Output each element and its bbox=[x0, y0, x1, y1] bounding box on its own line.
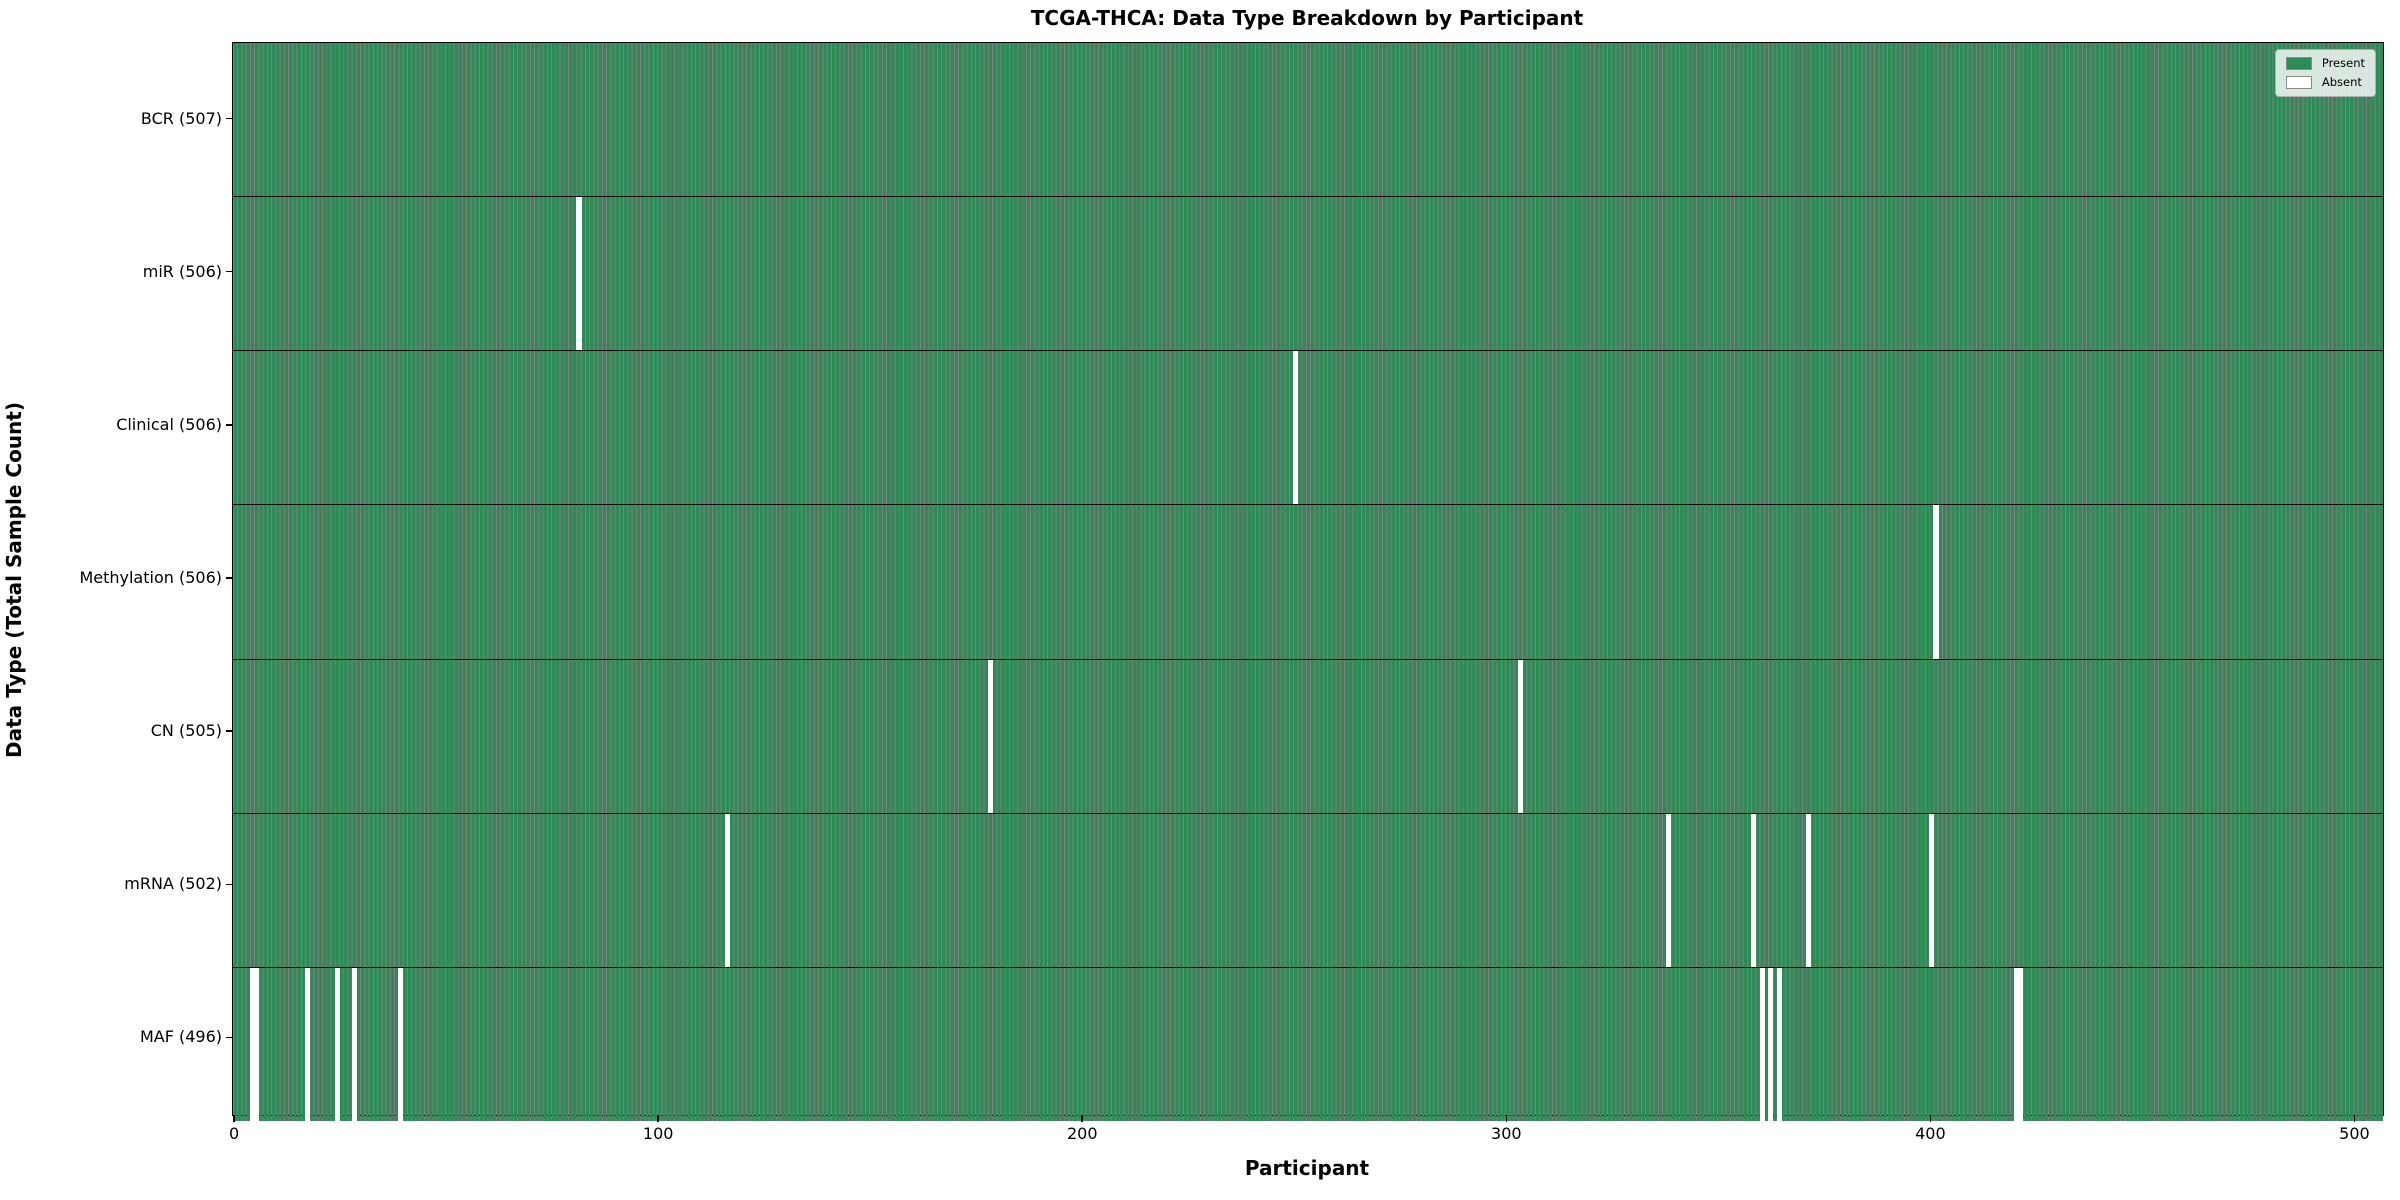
absent-gap-mrna-371 bbox=[1806, 813, 1812, 967]
ytick-label-methylation: Methylation (506) bbox=[79, 568, 222, 587]
xtick-mark-100 bbox=[657, 1115, 659, 1122]
ytick-label-cn: CN (505) bbox=[150, 721, 222, 741]
xtick-mark-300 bbox=[1505, 1115, 1508, 1122]
legend-label-present: Present bbox=[2321, 56, 2365, 70]
ytick-mark-bcr bbox=[226, 117, 232, 120]
absent-gap-cn-178 bbox=[987, 659, 993, 813]
absent-gap-maf-362 bbox=[1768, 967, 1774, 1121]
plot-area: Present Absent bbox=[232, 42, 2384, 1121]
absent-gap-maf-5 bbox=[254, 967, 260, 1121]
xtick-label-500: 500 bbox=[2339, 1124, 2370, 1143]
row-mir bbox=[233, 196, 2383, 351]
xtick-label-100: 100 bbox=[642, 1124, 674, 1143]
row-clinical bbox=[233, 350, 2383, 505]
absent-gap-maf-39 bbox=[398, 967, 404, 1121]
chart-title: TCGA-THCA: Data Type Breakdown by Partic… bbox=[1030, 6, 1584, 30]
legend: Present Absent bbox=[2274, 49, 2376, 97]
absent-gap-mrna-358 bbox=[1751, 813, 1757, 967]
xtick-label-400: 400 bbox=[1915, 1124, 1946, 1143]
xtick-mark-0 bbox=[233, 1115, 235, 1122]
ytick-label-maf: MAF (496) bbox=[139, 1027, 222, 1047]
ytick-label-mrna: mRNA (502) bbox=[124, 874, 222, 894]
ytick-label-mir: miR (506) bbox=[142, 261, 222, 281]
absent-gap-maf-24 bbox=[334, 967, 340, 1121]
xtick-mark-500 bbox=[2353, 1115, 2356, 1122]
legend-item-present: Present bbox=[2285, 56, 2365, 70]
absent-gap-methylation-401 bbox=[1933, 505, 1939, 659]
ytick-mark-maf bbox=[226, 1036, 232, 1039]
ytick-mark-cn bbox=[226, 730, 232, 732]
absent-gap-mrna-116 bbox=[724, 813, 730, 967]
absent-gap-maf-4 bbox=[249, 967, 255, 1121]
ytick-mark-clinical bbox=[226, 424, 232, 426]
row-bcr bbox=[233, 43, 2383, 197]
absent-gap-maf-28 bbox=[351, 967, 357, 1121]
absent-gap-maf-421 bbox=[2018, 967, 2024, 1121]
row-mrna bbox=[233, 812, 2383, 967]
absent-gap-mir-81 bbox=[576, 197, 582, 351]
row-cn bbox=[233, 658, 2383, 813]
legend-swatch-absent bbox=[2285, 76, 2312, 89]
absent-gap-mrna-338 bbox=[1666, 813, 1672, 967]
absent-gap-clinical-250 bbox=[1293, 351, 1299, 505]
absent-gap-cn-303 bbox=[1517, 659, 1523, 813]
ytick-mark-methylation bbox=[226, 577, 232, 579]
row-maf bbox=[233, 966, 2383, 1121]
absent-gap-maf-17 bbox=[305, 967, 311, 1121]
xtick-mark-200 bbox=[1081, 1115, 1083, 1122]
ytick-mark-mrna bbox=[226, 883, 232, 886]
ytick-label-bcr: BCR (507) bbox=[140, 108, 222, 128]
absent-gap-maf-360 bbox=[1759, 967, 1765, 1121]
x-axis-label: Participant bbox=[1244, 1156, 1370, 1180]
legend-label-absent: Absent bbox=[2321, 75, 2362, 89]
xtick-mark-400 bbox=[1929, 1115, 1932, 1122]
xtick-label-0: 0 bbox=[229, 1124, 240, 1143]
xtick-label-300: 300 bbox=[1491, 1124, 1522, 1143]
legend-swatch-present bbox=[2285, 57, 2312, 70]
ytick-label-clinical: Clinical (506) bbox=[116, 414, 222, 434]
ytick-mark-mir bbox=[226, 270, 232, 273]
absent-gap-mrna-400 bbox=[1929, 813, 1935, 967]
absent-gap-maf-420 bbox=[2014, 967, 2020, 1121]
legend-item-absent: Absent bbox=[2285, 75, 2365, 89]
absent-gap-maf-364 bbox=[1776, 967, 1782, 1121]
row-methylation bbox=[233, 504, 2383, 659]
xtick-label-200: 200 bbox=[1066, 1124, 1098, 1143]
